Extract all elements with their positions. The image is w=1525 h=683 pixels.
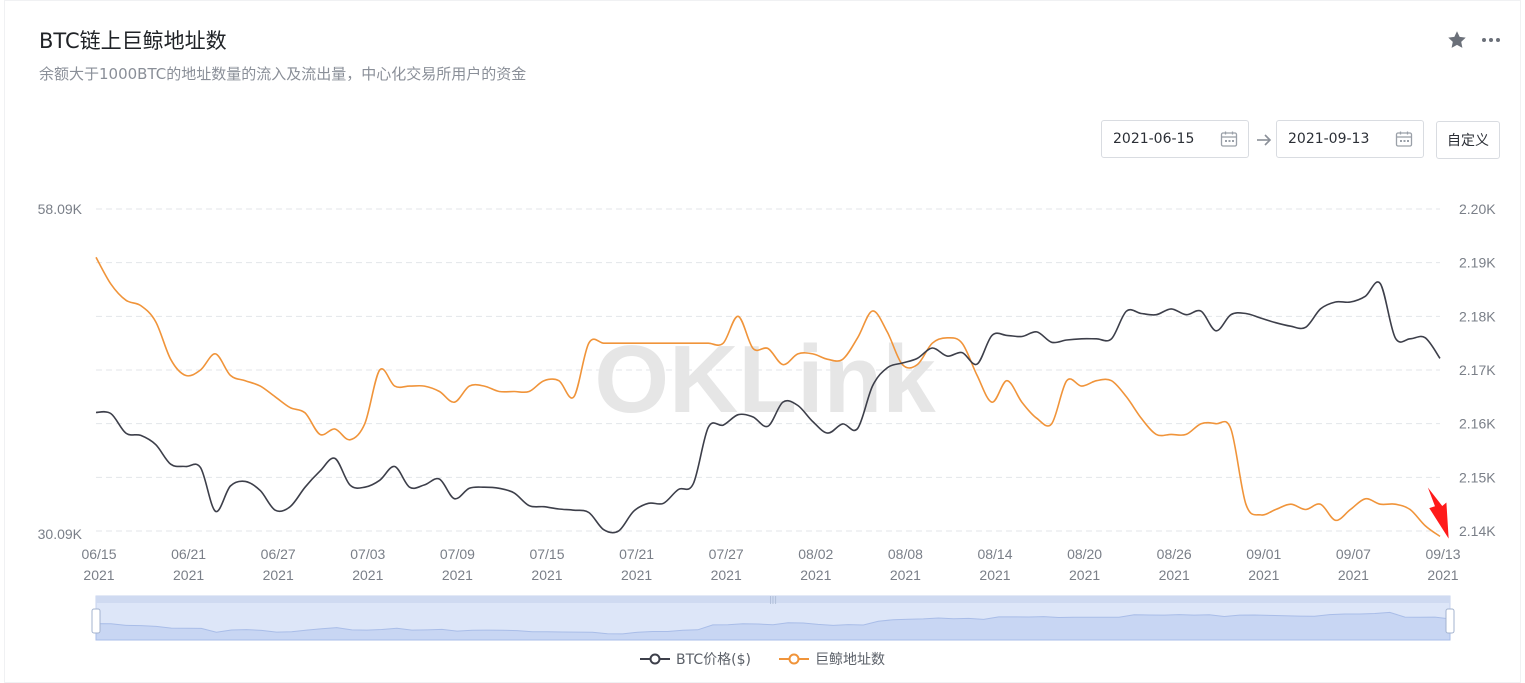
x-tick-label: 08/26	[1157, 546, 1192, 562]
more-options-icon[interactable]	[1482, 29, 1500, 51]
card-actions	[1446, 29, 1500, 51]
whale-count-line	[95, 256, 1441, 538]
chart-legend: BTC价格($) 巨鲸地址数	[0, 649, 1525, 669]
btc-price-line	[95, 281, 1441, 534]
x-tick-year: 2021	[890, 567, 921, 583]
grid-lines	[96, 208, 1440, 532]
x-tick-label: 08/14	[977, 546, 1012, 562]
calendar-icon[interactable]	[1220, 130, 1238, 148]
legend-label-whales: 巨鲸地址数	[814, 652, 885, 668]
legend-marker-btc	[640, 653, 671, 665]
x-tick-label: 09/13	[1425, 546, 1460, 562]
legend-item-whales[interactable]: 巨鲸地址数	[778, 649, 885, 669]
left-tick-label: 58.09K	[38, 201, 83, 217]
x-tick-label: 06/21	[171, 546, 206, 562]
slider-grip: |||	[769, 595, 777, 604]
x-tick-label: 09/07	[1336, 546, 1371, 562]
calendar-icon[interactable]	[1395, 130, 1413, 148]
legend-item-btc-price[interactable]: BTC价格($)	[640, 649, 751, 669]
date-range-arrow-icon	[1257, 134, 1272, 146]
x-tick-label: 08/08	[888, 546, 923, 562]
chart-card: BTC链上巨鲸地址数 余额大于1000BTC的地址数量的流入及流出量，中心化交易…	[4, 0, 1521, 683]
right-tick-label: 2.18K	[1459, 308, 1496, 324]
slider-preview-area	[95, 611, 1451, 641]
right-tick-label: 2.16K	[1459, 416, 1496, 432]
x-tick-label: 07/03	[350, 546, 385, 562]
x-tick-year: 2021	[83, 567, 114, 583]
start-date-value: 2021-06-15	[1113, 131, 1195, 147]
x-tick-label: 08/02	[798, 546, 833, 562]
right-tick-label: 2.17K	[1459, 362, 1496, 378]
x-tick-year: 2021	[1248, 567, 1279, 583]
left-axis: 58.09K 30.09K	[38, 201, 83, 542]
start-date-input[interactable]: 2021-06-15	[1101, 120, 1249, 158]
end-date-input[interactable]: 2021-09-13	[1276, 120, 1424, 158]
x-tick-label: 06/27	[261, 546, 296, 562]
x-tick-label: 08/20	[1067, 546, 1102, 562]
x-tick-label: 07/09	[440, 546, 475, 562]
x-tick-year: 2021	[711, 567, 742, 583]
x-tick-year: 2021	[621, 567, 652, 583]
x-tick-year: 2021	[1069, 567, 1100, 583]
x-axis: 06/15 2021 06/21 2021 06/27 2021 07/03 2021 07/0…	[81, 546, 1460, 583]
star-icon[interactable]	[1446, 29, 1468, 51]
x-tick-year: 2021	[442, 567, 473, 583]
right-axis: 2.20K 2.19K 2.18K 2.17K 2.16K 2.15K 2.14K	[1459, 201, 1496, 539]
legend-label-btc: BTC价格($)	[676, 652, 751, 668]
x-tick-year: 2021	[979, 567, 1010, 583]
x-tick-year: 2021	[263, 567, 294, 583]
right-tick-label: 2.14K	[1459, 523, 1496, 539]
chart-title: BTC链上巨鲸地址数	[39, 29, 227, 53]
x-tick-year: 2021	[1338, 567, 1369, 583]
x-tick-label: 09/01	[1246, 546, 1281, 562]
slider-top-bar	[96, 596, 1450, 603]
annotation-arrow	[1427, 487, 1449, 539]
x-tick-year: 2021	[531, 567, 562, 583]
x-tick-label: 07/21	[619, 546, 654, 562]
x-tick-label: 07/27	[709, 546, 744, 562]
right-tick-label: 2.19K	[1459, 255, 1496, 271]
left-tick-label: 30.09K	[38, 526, 83, 542]
x-tick-label: 06/15	[81, 546, 116, 562]
x-tick-label: 07/15	[529, 546, 564, 562]
x-tick-year: 2021	[173, 567, 204, 583]
slider-handle	[1445, 608, 1455, 634]
x-tick-year: 2021	[800, 567, 831, 583]
data-zoom-slider: |||	[91, 595, 1455, 641]
slider-handle	[91, 608, 101, 634]
series-lines	[95, 256, 1441, 538]
x-tick-year: 2021	[352, 567, 383, 583]
x-tick-year: 2021	[1159, 567, 1190, 583]
right-tick-label: 2.15K	[1459, 469, 1496, 485]
chart-subtitle: 余额大于1000BTC的地址数量的流入及流出量，中心化交易所用户的资金	[39, 65, 527, 83]
right-tick-label: 2.20K	[1459, 201, 1496, 217]
legend-marker-whales	[778, 653, 809, 665]
watermark: OKLink	[594, 326, 936, 433]
custom-range-button[interactable]: 自定义	[1436, 121, 1500, 159]
x-tick-year: 2021	[1427, 567, 1458, 583]
end-date-value: 2021-09-13	[1288, 131, 1370, 147]
